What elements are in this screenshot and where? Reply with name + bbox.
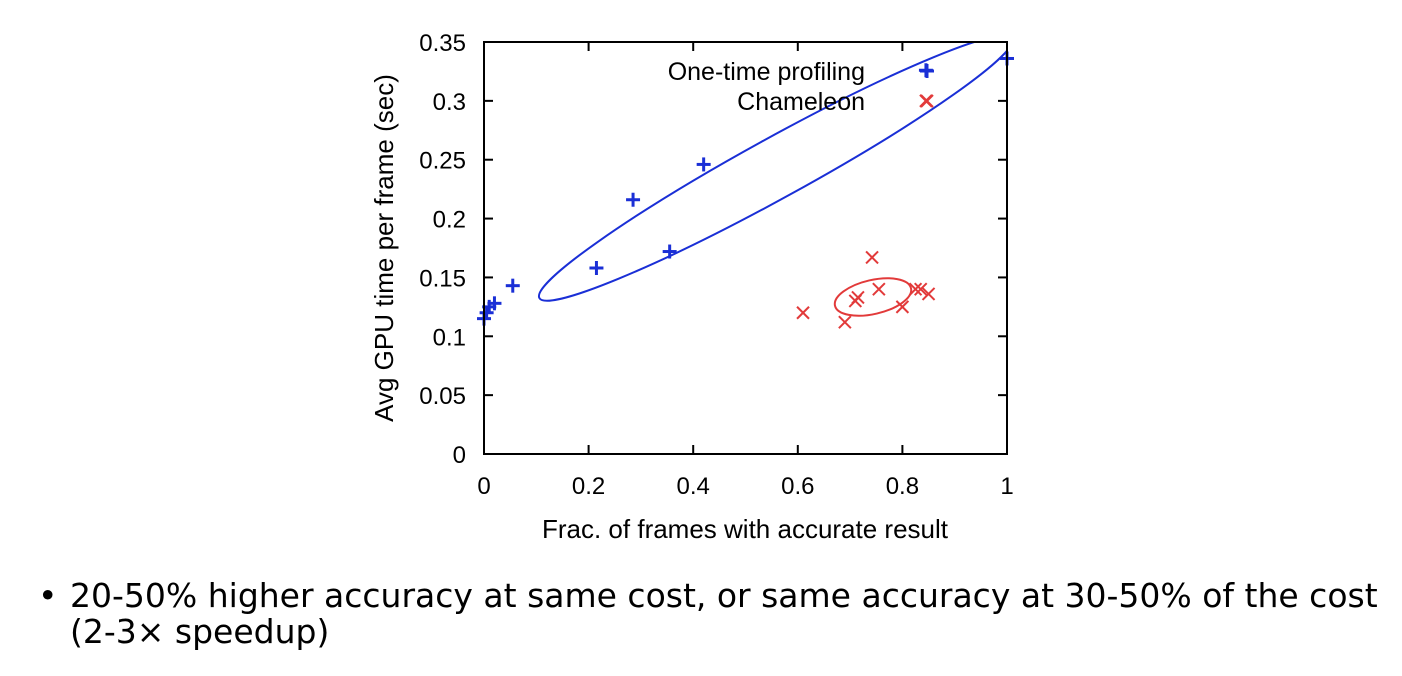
data-point-plus: [626, 192, 641, 207]
data-point-plus: [505, 278, 520, 293]
scatter-chart: 0 0.2 0.4 0.6 0.8 1 0 0.05 0.1 0.15 0.2 0.25 0.3 0.35…: [369, 30, 1014, 544]
y-tick-label: 0.2: [433, 207, 466, 234]
data-point-x: [921, 287, 936, 301]
x-axis-title: Frac. of frames with accurate result: [542, 514, 949, 544]
legend: One-time profiling Chameleon: [668, 58, 934, 116]
bullet-dot: •: [38, 576, 58, 615]
legend-marker-one-time-profiling: [920, 64, 934, 78]
data-point-plus: [696, 157, 711, 172]
legend-label-one-time-profiling: One-time profiling: [668, 58, 865, 86]
data-point-x: [913, 282, 928, 296]
y-tick-label: 0.05: [419, 383, 466, 410]
data-point-x: [895, 300, 910, 314]
series-chameleon: [796, 94, 936, 329]
data-point-x: [908, 282, 923, 296]
data-point-plus: [662, 244, 677, 259]
data-point-x: [872, 282, 886, 296]
data-point-x: [796, 306, 810, 320]
x-tick-label: 0.6: [781, 473, 814, 500]
x-tick-label: 0.4: [677, 473, 710, 500]
legend-label-chameleon: Chameleon: [737, 88, 865, 116]
x-tick-label: 0.2: [572, 473, 605, 500]
data-point-x: [838, 315, 852, 329]
x-tick-label: 0: [477, 473, 490, 500]
y-tick-label: 0.15: [419, 265, 466, 292]
y-tick-label: 0.25: [419, 148, 466, 175]
data-point-x: [851, 290, 865, 305]
plot-frame: [483, 41, 1008, 455]
y-tick-label: 0.1: [433, 324, 466, 351]
y-tick-label: 0.3: [433, 89, 466, 116]
y-tick-label: 0: [453, 442, 466, 469]
legend-marker-chameleon: [920, 94, 934, 108]
chameleon-ellipse: [833, 277, 913, 317]
x-tick-label: 1: [1000, 473, 1013, 500]
y-tick-label: 0.35: [419, 30, 466, 57]
y-axis-title: Avg GPU time per frame (sec): [369, 74, 399, 422]
bullet-text: 20-50% higher accuracy at same cost, or …: [70, 576, 1378, 651]
x-tick-label: 0.8: [886, 473, 919, 500]
data-point-plus: [487, 296, 502, 311]
data-point-x: [865, 250, 879, 265]
data-point-plus: [589, 261, 604, 276]
bullet-item: • 20-50% higher accuracy at same cost, o…: [38, 578, 1388, 650]
one-time-profiling-ellipse: [537, 42, 1007, 302]
